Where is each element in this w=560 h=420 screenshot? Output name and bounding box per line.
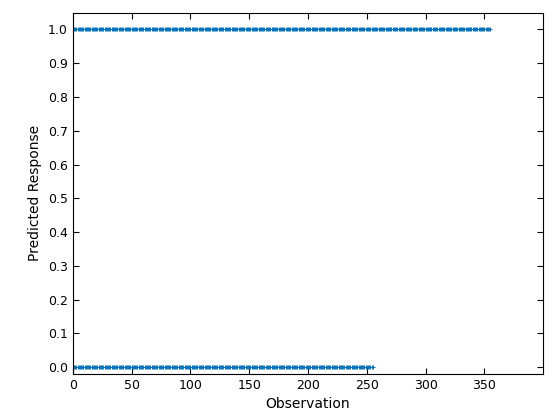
Y-axis label: Predicted Response: Predicted Response xyxy=(29,125,43,261)
X-axis label: Observation: Observation xyxy=(265,397,351,411)
